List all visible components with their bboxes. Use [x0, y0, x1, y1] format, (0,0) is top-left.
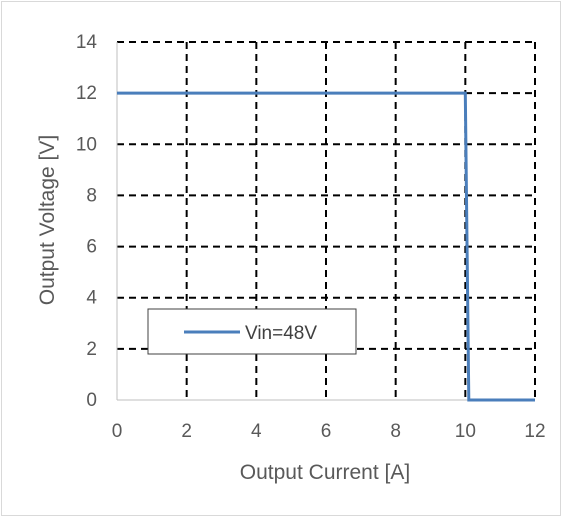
- tick-labels: 0 2 4 6 8 10 12 14 0 2 4 6 8 10 12: [76, 32, 546, 442]
- x-tick-label-2: 2: [181, 421, 192, 442]
- x-tick-label-10: 10: [455, 421, 476, 442]
- x-tick-label-4: 4: [251, 421, 262, 442]
- y-tick-label-4: 4: [86, 288, 97, 309]
- axes: [116, 42, 535, 401]
- series-line-vin-48v: [117, 91, 535, 402]
- legend: Vin=48V: [147, 308, 357, 355]
- x-tick-label-6: 6: [321, 421, 332, 442]
- y-tick-label-0: 0: [86, 390, 97, 411]
- y-tick-label-8: 8: [86, 185, 97, 206]
- x-tick-label-8: 8: [390, 421, 401, 442]
- legend-box: [147, 308, 357, 355]
- series-layer: [117, 91, 535, 402]
- y-tick-label-12: 12: [76, 83, 97, 104]
- y-tick-label-14: 14: [76, 32, 98, 53]
- x-axis-title: Output Current [A]: [240, 461, 410, 484]
- y-axis-title: Output Voltage [V]: [36, 135, 59, 305]
- legend-label-vin-48v: Vin=48V: [245, 323, 317, 344]
- x-tick-label-12: 12: [524, 421, 545, 442]
- y-tick-label-6: 6: [86, 237, 97, 258]
- y-tick-label-10: 10: [76, 134, 97, 155]
- y-tick-label-2: 2: [86, 339, 97, 360]
- x-tick-label-0: 0: [112, 421, 123, 442]
